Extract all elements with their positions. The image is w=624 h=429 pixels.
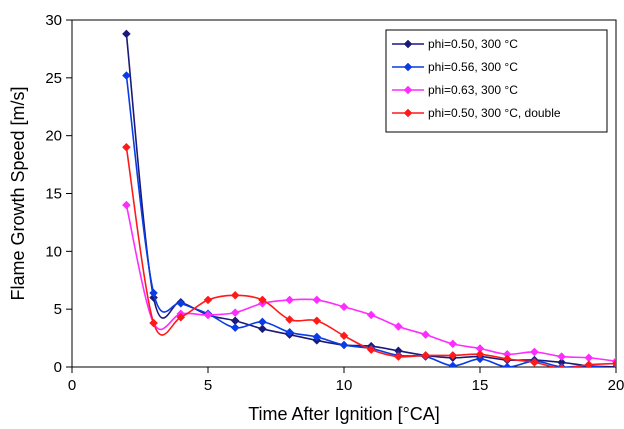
legend-item: phi=0.50, 300 °C [392,37,518,51]
data-point [203,295,213,305]
data-point [421,330,430,339]
y-axis-title: Flame Growth Speed [m/s] [8,86,28,300]
series-3 [122,200,616,366]
data-point [149,288,158,298]
legend-box [385,29,608,133]
data-point [176,299,186,308]
data-point [339,331,349,341]
data-point [339,340,349,350]
legend-swatch-marker [403,62,413,72]
data-point [366,310,376,320]
legend-item: phi=0.63, 300 °C [392,83,518,97]
data-point [312,295,322,305]
data-point [530,358,539,367]
x-tick-label: 10 [336,377,353,394]
data-point [421,351,430,360]
data-point [285,327,294,337]
data-point [230,290,240,300]
series-layer [122,29,616,367]
data-point [149,318,158,328]
data-point [530,347,539,357]
legend-item: phi=0.50, 300 °C, double [392,106,561,120]
data-point [258,324,267,334]
data-point [258,317,267,327]
data-point [203,310,213,320]
x-tick-label: 15 [472,377,489,394]
data-point [394,352,403,361]
x-tick-label: 0 [68,377,76,394]
series-4 [122,142,616,367]
data-point [475,354,485,364]
data-point [285,295,294,305]
data-point [122,142,131,152]
legend-swatch-marker [403,108,413,118]
data-point [584,360,594,367]
x-tick-label: 5 [204,377,212,394]
data-point [285,315,294,324]
y-tick-label: 5 [54,301,62,318]
y-tick-label: 25 [45,70,62,87]
data-point [312,316,322,326]
data-point [366,345,376,355]
data-point [448,361,458,367]
data-point [312,332,322,342]
legend-swatch-marker [403,85,413,95]
data-point [176,312,186,322]
data-point [230,323,240,333]
y-tick-label: 30 [45,12,62,29]
y-tick-label: 20 [45,128,62,145]
x-tick-label: 20 [608,377,624,394]
data-point [258,295,267,305]
data-point [475,349,485,359]
data-point [558,363,565,367]
legend-label: phi=0.50, 300 °C, double [428,106,561,120]
legend-label: phi=0.56, 300 °C [428,60,518,74]
data-point [502,362,512,367]
data-point [122,71,131,80]
y-tick-label: 10 [45,243,62,260]
data-point [448,339,458,349]
legend-label: phi=0.63, 300 °C [428,83,518,97]
legend-label: phi=0.50, 300 °C [428,37,518,51]
legend: phi=0.50, 300 °C phi=0.56, 300 °C phi=0.63… [385,29,608,133]
legend-swatch-marker [403,39,413,49]
data-point [557,352,566,361]
data-point [502,354,512,364]
data-point [448,351,458,360]
data-point [611,359,616,367]
axis-layer: 0 5 10 15 20 25 30 0 5 10 15 20 [45,12,624,394]
y-tick-label: 15 [45,186,62,203]
data-point [122,200,131,210]
data-point [230,308,240,317]
legend-item: phi=0.56, 300 °C [392,60,518,74]
x-axis-title: Time After Ignition [°CA] [248,404,440,424]
data-point [339,302,349,312]
data-point [394,322,403,331]
data-point [122,29,131,39]
y-tick-label: 0 [54,359,62,376]
